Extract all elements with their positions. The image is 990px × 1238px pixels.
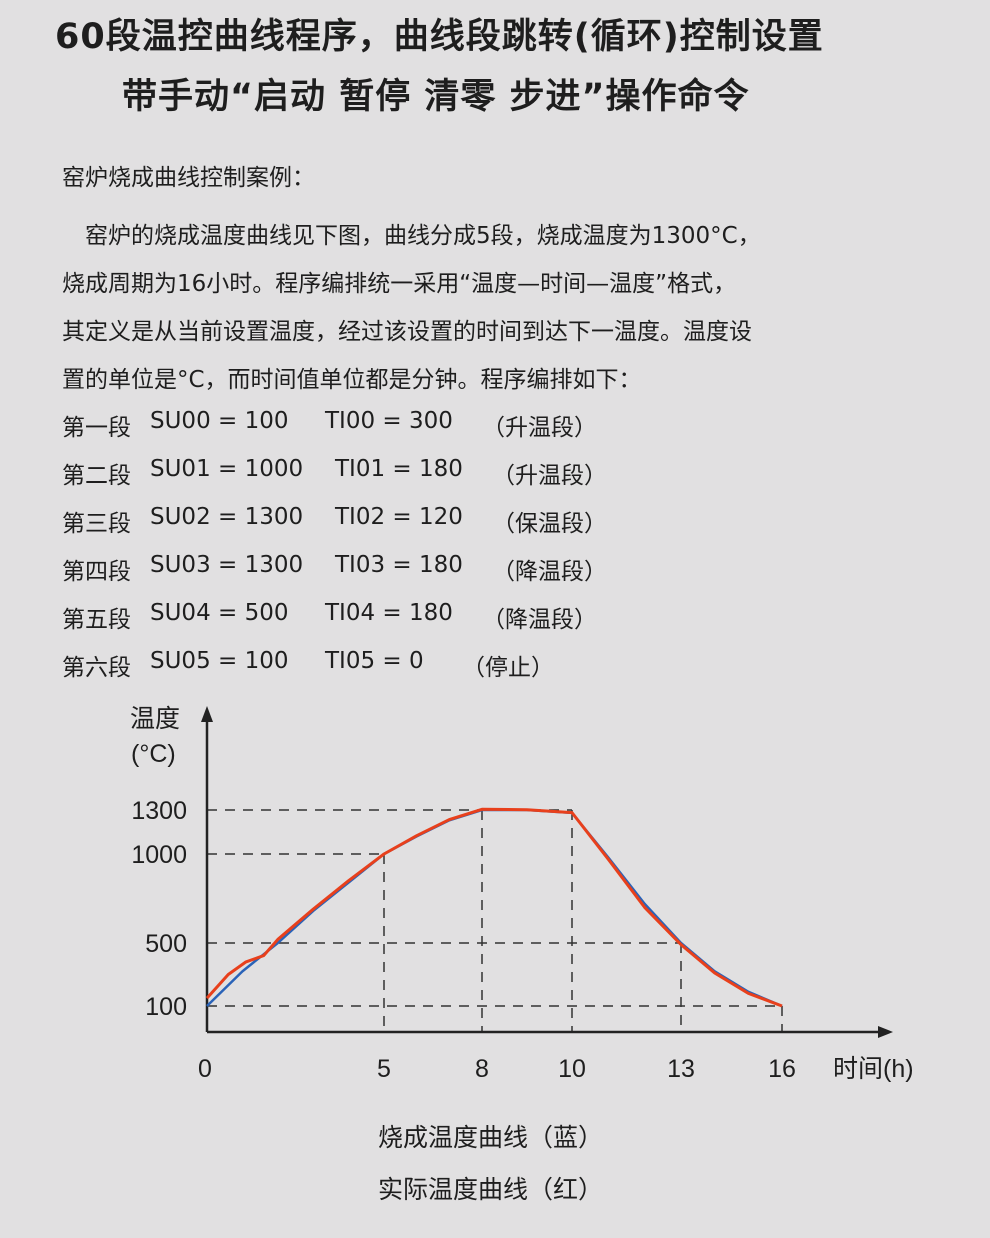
legend-entry: 实际温度曲线（红） [378, 1176, 603, 1204]
y-tick-label: 100 [145, 993, 187, 1021]
x-tick-label: 13 [667, 1055, 695, 1083]
segment-note: （保温段） [492, 511, 607, 537]
segment-note: （停止） [462, 655, 554, 681]
x-tick-label: 10 [558, 1055, 586, 1083]
segment-su: SU04 = 500 [150, 600, 289, 626]
y-tick-label: 1000 [131, 841, 187, 869]
segment-su: SU02 = 1300 [150, 504, 304, 530]
segment-note: （降温段） [492, 559, 607, 585]
segment-ti: TI04 = 180 [325, 600, 453, 626]
segment-su: SU05 = 100 [150, 648, 289, 674]
segment-name: 第三段 [62, 511, 131, 537]
segment-name: 第一段 [62, 415, 131, 441]
y-axis-arrow-icon [201, 706, 213, 722]
paragraph-line: 烧成周期为16小时。程序编排统一采用“温度—时间—温度”格式， [62, 271, 737, 297]
section-heading: 窑炉烧成曲线控制案例： [62, 165, 315, 191]
segment-name: 第五段 [62, 607, 131, 633]
x-axis-label: 时间(h) [833, 1055, 914, 1083]
title-line-1: 60段温控曲线程序，曲线段跳转(循环)控制设置 [55, 17, 824, 57]
title-line-2: 带手动“启动 暂停 清零 步进”操作命令 [122, 77, 750, 117]
paragraph-line: 窑炉的烧成温度曲线见下图，曲线分成5段，烧成温度为1300°C， [62, 223, 761, 249]
segment-su: SU03 = 1300 [150, 552, 304, 578]
x-tick-label: 0 [198, 1055, 212, 1083]
segment-name: 第四段 [62, 559, 131, 585]
x-tick-label: 5 [377, 1055, 391, 1083]
y-axis-label: 温度 [130, 705, 180, 733]
x-tick-label: 8 [475, 1055, 489, 1083]
segment-su: SU01 = 1000 [150, 456, 304, 482]
y-tick-label: 500 [145, 930, 187, 958]
segment-ti: TI02 = 120 [335, 504, 463, 530]
segment-su: SU00 = 100 [150, 408, 289, 434]
segment-note: （升温段） [482, 415, 597, 441]
y-axis-unit: (°C) [131, 740, 176, 768]
paragraph-line: 其定义是从当前设置温度，经过该设置的时间到达下一温度。温度设 [62, 319, 752, 345]
x-tick-label: 16 [768, 1055, 796, 1083]
legend-entry: 烧成温度曲线（蓝） [378, 1124, 603, 1152]
x-axis-arrow-icon [878, 1026, 893, 1038]
segment-note: （升温段） [492, 463, 607, 489]
segment-ti: TI05 = 0 [325, 648, 424, 674]
paragraph-line: 置的单位是°C，而时间值单位都是分钟。程序编排如下： [62, 367, 642, 393]
y-tick-label: 1300 [131, 797, 187, 825]
segment-name: 第六段 [62, 655, 131, 681]
series-line-target [206, 808, 783, 1008]
segment-ti: TI01 = 180 [335, 456, 463, 482]
series-line-actual [205, 807, 783, 1008]
segment-ti: TI03 = 180 [335, 552, 463, 578]
segment-ti: TI00 = 300 [325, 408, 453, 434]
segment-note: （降温段） [482, 607, 597, 633]
segment-name: 第二段 [62, 463, 131, 489]
